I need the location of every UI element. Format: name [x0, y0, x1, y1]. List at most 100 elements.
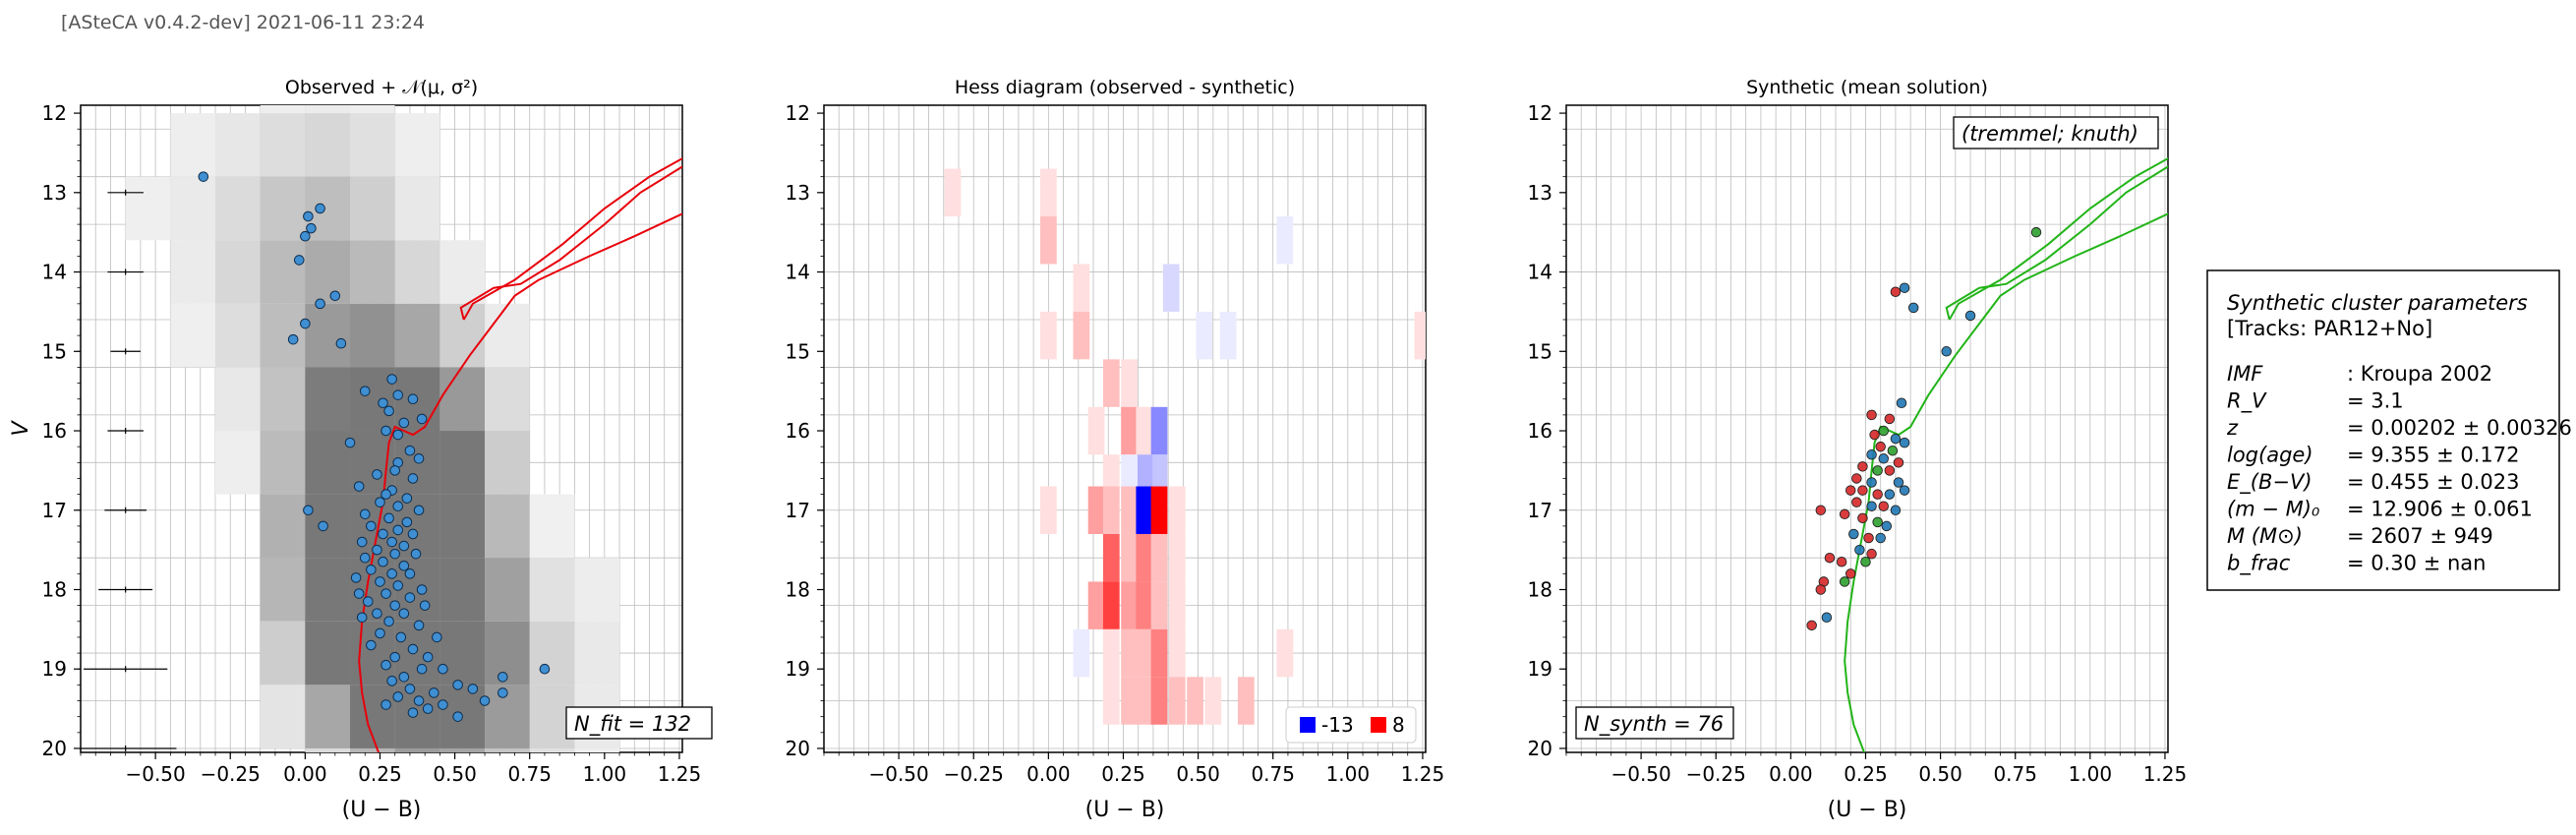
star-point — [395, 631, 407, 643]
hess-cell — [1168, 628, 1186, 678]
star-point — [407, 473, 419, 484]
hess-cell — [394, 747, 440, 752]
star-point — [392, 501, 404, 512]
n-fit-label-box — [565, 706, 713, 740]
synthetic-star-point — [1866, 548, 1877, 560]
star-point — [389, 465, 401, 476]
plot-frame — [823, 104, 1427, 753]
hess-cell — [215, 431, 261, 495]
star-point — [356, 612, 368, 624]
hess-cell — [1168, 581, 1186, 629]
y-tick-label: 20 — [1528, 737, 1552, 760]
hess-cell — [439, 558, 486, 622]
hess-cell — [1150, 677, 1168, 725]
y-tick-label: 20 — [42, 737, 67, 760]
y-tick-label: 17 — [42, 499, 67, 522]
star-point — [315, 298, 325, 310]
hess-cell — [1087, 406, 1105, 455]
hess-cell — [574, 747, 620, 752]
star-point — [410, 548, 422, 560]
star-point — [419, 600, 431, 611]
param-name: M (M⊙) — [2227, 524, 2303, 548]
legend-box — [1285, 706, 1417, 744]
x-axis-label: (U − B) — [1828, 798, 1907, 822]
star-point — [378, 397, 388, 409]
star-point — [381, 425, 391, 437]
star-point — [404, 445, 416, 456]
hess-cell — [1121, 486, 1138, 534]
method-tag-text: (tremmel; knuth) — [1961, 122, 2138, 146]
synthetic-star-point — [1896, 397, 1907, 409]
hess-cell — [485, 367, 530, 432]
hess-cell — [529, 747, 575, 752]
y-tick-label: 16 — [42, 419, 67, 443]
star-point — [353, 481, 365, 492]
star-point — [356, 536, 368, 548]
star-point — [287, 333, 299, 345]
star-point — [381, 588, 391, 599]
star-point — [198, 171, 209, 182]
star-point — [392, 691, 404, 702]
y-tick-label: 12 — [786, 101, 810, 125]
star-point — [375, 627, 385, 639]
param-name: IMF — [2227, 362, 2263, 386]
synthetic-star-point — [1851, 473, 1862, 484]
y-tick-label: 18 — [1528, 577, 1552, 601]
synthetic-star-point — [1866, 477, 1877, 488]
hess-cell — [1102, 677, 1120, 725]
hess-cell — [1168, 486, 1186, 534]
hess-cell — [1276, 216, 1294, 265]
hess-cell — [1121, 406, 1138, 455]
hess-cell — [394, 303, 440, 368]
panel-title: Observed + 𝒩(μ, σ²) — [285, 77, 478, 98]
hess-cell — [394, 113, 440, 177]
hess-cell — [1039, 216, 1057, 265]
hess-cell — [1162, 264, 1180, 312]
hess-cell — [170, 113, 216, 177]
x-tick-label: 0.00 — [1026, 762, 1071, 786]
star-point — [401, 493, 413, 504]
hess-cell — [260, 621, 306, 686]
hess-cell — [1121, 359, 1138, 407]
isochrone-line — [358, 212, 682, 752]
legend-swatch — [1371, 717, 1386, 733]
hess-cell — [1187, 677, 1203, 725]
param-value: : Kroupa 2002 — [2347, 362, 2492, 386]
x-tick-label: 0.50 — [1918, 762, 1962, 786]
star-point — [335, 337, 347, 349]
hess-cell — [1039, 486, 1057, 534]
star-point — [389, 600, 401, 611]
synthetic-star-point — [1869, 429, 1880, 441]
x-tick-label: 0.25 — [1844, 762, 1888, 786]
star-point — [381, 659, 391, 671]
synthetic-star-point — [1821, 612, 1833, 623]
hess-cell — [170, 240, 216, 304]
hess-cell — [394, 240, 440, 304]
hess-cell — [529, 558, 575, 622]
hess-cell — [439, 747, 486, 752]
star-point — [366, 520, 377, 532]
hess-cells — [944, 168, 1426, 725]
synthetic-star-point — [1884, 489, 1896, 500]
synthetic-star-point — [1878, 501, 1889, 511]
param-value: = 12.906 ± 0.061 — [2347, 498, 2533, 521]
synthetic-star-point — [1884, 465, 1896, 476]
hess-cell — [305, 621, 351, 686]
synthetic-star-point — [1839, 508, 1850, 520]
hess-cell — [305, 113, 351, 177]
synthetic-star-point — [1866, 501, 1877, 511]
hess-cell — [350, 747, 395, 752]
x-tick-label: 0.00 — [1769, 762, 1813, 786]
star-point — [383, 512, 394, 524]
star-point — [422, 703, 434, 714]
hess-cell — [305, 303, 351, 368]
synthetic-star-point — [1878, 453, 1889, 464]
hess-cell — [574, 558, 620, 622]
synthetic-star-point — [1899, 282, 1910, 293]
param-value: = 3.1 — [2347, 389, 2404, 413]
star-point — [378, 528, 388, 540]
hess-cell — [305, 558, 351, 622]
synthetic-star-point — [1851, 497, 1862, 507]
hess-cell — [1150, 533, 1168, 582]
hess-cell — [1073, 628, 1090, 678]
